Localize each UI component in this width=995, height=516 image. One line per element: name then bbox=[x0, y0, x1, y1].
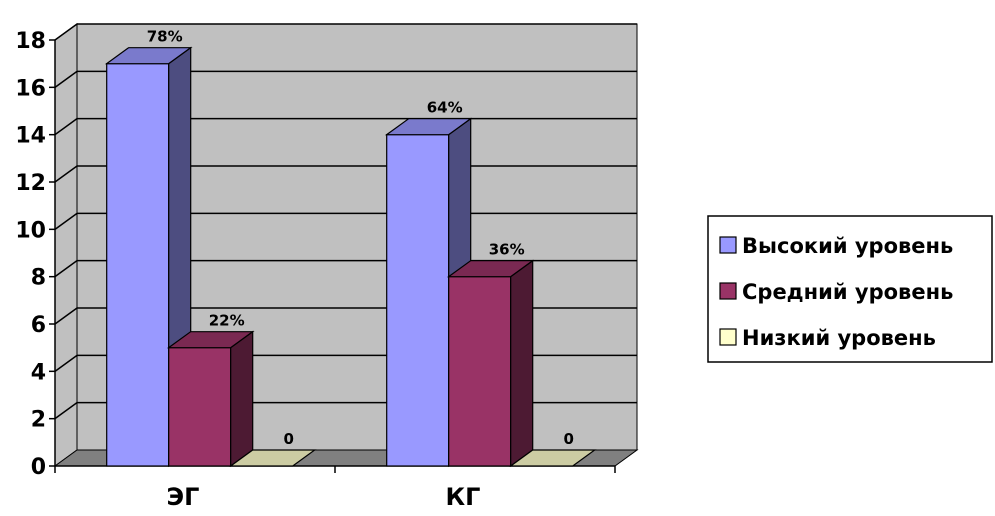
bar-front bbox=[168, 347, 232, 467]
bar-top bbox=[446, 260, 535, 278]
y-tick-label: 14 bbox=[15, 124, 46, 149]
legend-swatch bbox=[719, 236, 737, 254]
legend-label: Средний уровень bbox=[742, 280, 953, 304]
bar-top bbox=[384, 118, 473, 136]
bar-side bbox=[230, 330, 254, 468]
data-labels: 78% 22% 0 64% 36% 0 bbox=[147, 28, 574, 448]
gridline bbox=[54, 23, 637, 41]
y-tick-label: 16 bbox=[15, 76, 46, 101]
bar bbox=[446, 259, 535, 468]
category-label: КГ bbox=[446, 483, 481, 511]
category-labels: ЭГ КГ bbox=[167, 483, 481, 511]
bars bbox=[104, 46, 597, 468]
legend-label: Высокий уровень bbox=[742, 234, 953, 258]
side-wall bbox=[54, 23, 78, 467]
bar-top bbox=[508, 449, 597, 467]
gridline bbox=[54, 70, 637, 88]
data-label: 78% bbox=[147, 28, 183, 46]
bar-side bbox=[510, 259, 534, 468]
legend-swatch bbox=[719, 328, 737, 346]
y-tick-label: 0 bbox=[31, 455, 46, 480]
y-tick-labels: 0 2 4 6 8 10 12 14 16 18 bbox=[15, 29, 46, 480]
legend-label: Низкий уровень bbox=[742, 326, 936, 350]
bar-front bbox=[386, 134, 450, 467]
y-tick-label: 4 bbox=[31, 360, 46, 385]
y-tick-label: 12 bbox=[15, 171, 46, 196]
y-tick-label: 8 bbox=[31, 266, 46, 291]
bar bbox=[166, 330, 255, 468]
y-tick-label: 10 bbox=[15, 218, 46, 243]
bar-top bbox=[228, 449, 317, 467]
data-label: 0 bbox=[563, 430, 573, 448]
data-label: 0 bbox=[283, 430, 293, 448]
bar-front bbox=[448, 276, 512, 467]
bar-top bbox=[104, 47, 193, 65]
bar-top bbox=[166, 331, 255, 349]
legend-box bbox=[707, 215, 993, 363]
data-label: 36% bbox=[489, 241, 525, 259]
legend: Высокий уровень Средний уровень Низкий уро… bbox=[707, 215, 993, 363]
data-label: 64% bbox=[427, 99, 463, 117]
legend-swatch bbox=[719, 282, 737, 300]
bar bbox=[508, 449, 597, 467]
bar bbox=[228, 449, 317, 467]
bar-front bbox=[106, 63, 170, 467]
data-label: 22% bbox=[209, 312, 245, 330]
y-tick-label: 2 bbox=[31, 408, 46, 433]
y-tick-label: 6 bbox=[31, 313, 46, 338]
category-label: ЭГ bbox=[167, 483, 200, 511]
y-tick-label: 18 bbox=[15, 29, 46, 54]
